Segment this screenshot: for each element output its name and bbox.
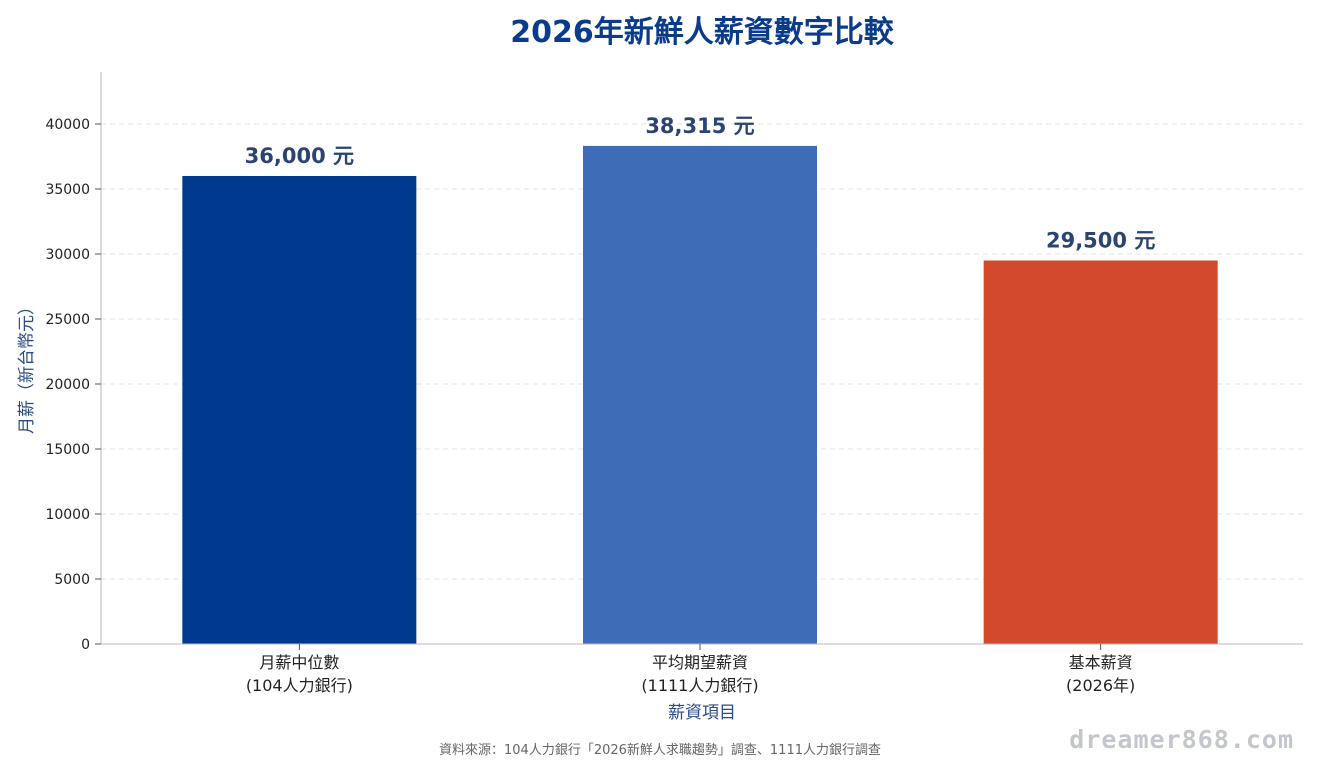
bar [583, 145, 817, 644]
watermark: dreamer868.com [1069, 725, 1294, 754]
data-labels: 36,000 元 38,315 元 29,500 元 [245, 114, 1156, 253]
x-tick-label: 基本薪資 [1069, 653, 1133, 672]
y-axis-title: 月薪（新台幣元） [17, 298, 37, 434]
y-tick-label: 15000 [45, 442, 90, 458]
y-tick-label: 0 [81, 637, 90, 653]
y-tick-label: 5000 [54, 572, 90, 588]
y-tick-label: 20000 [45, 377, 90, 393]
y-tick-label: 40000 [45, 117, 90, 133]
x-tick-label: 平均期望薪資 [652, 653, 748, 672]
y-tick-label: 30000 [45, 247, 90, 263]
bars [182, 145, 1218, 644]
data-label: 38,315 元 [645, 114, 754, 138]
data-label: 36,000 元 [245, 144, 354, 168]
data-label: 29,500 元 [1046, 229, 1155, 253]
x-tick-label: 月薪中位數 [259, 653, 339, 672]
bar [983, 260, 1218, 644]
chart-title: 2026年新鮮人薪資數字比較 [510, 15, 894, 50]
axes [100, 72, 1303, 645]
y-tick-label: 35000 [45, 182, 90, 198]
x-tick-label: (104人力銀行) [246, 676, 353, 695]
x-axis-title: 薪資項目 [668, 703, 736, 723]
y-tick-label: 25000 [45, 312, 90, 328]
x-tick-labels: 月薪中位數 (104人力銀行) 平均期望薪資 (1111人力銀行) 基本薪資 (2026年… [246, 644, 1135, 695]
x-tick-label: (2026年) [1066, 676, 1135, 695]
y-tick-label: 10000 [45, 507, 90, 523]
source-note: 資料來源：104人力銀行「2026新鮮人求職趨勢」調查、1111人力銀行調查 [439, 742, 881, 758]
y-ticks: 0 5000 10000 15000 20000 25000 30000 35000 40000 [45, 117, 101, 653]
bar [182, 176, 417, 644]
x-tick-label: (1111人力銀行) [641, 676, 758, 695]
